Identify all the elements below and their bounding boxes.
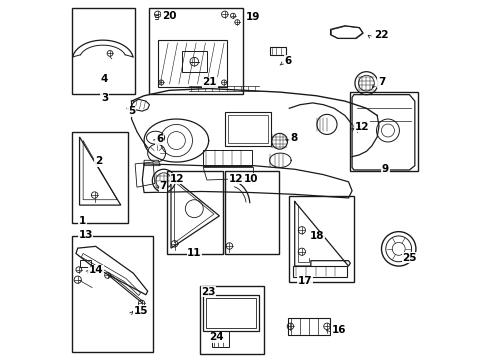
Bar	[72, 8, 135, 94]
Text: 8: 8	[290, 133, 297, 143]
Bar	[203, 149, 251, 166]
Text: 9: 9	[381, 164, 388, 174]
Text: 12: 12	[170, 174, 184, 184]
Bar	[80, 260, 91, 267]
Text: 7: 7	[159, 181, 166, 191]
Text: 17: 17	[297, 276, 311, 286]
Bar	[349, 92, 418, 171]
Text: 21: 21	[202, 77, 217, 87]
Text: 1: 1	[79, 216, 86, 226]
Bar	[203, 295, 258, 330]
Bar	[72, 235, 153, 352]
Text: 5: 5	[128, 106, 135, 116]
Text: 13: 13	[78, 230, 93, 240]
Bar	[211, 330, 229, 347]
Text: 16: 16	[331, 325, 346, 335]
Bar	[224, 171, 278, 253]
Bar	[292, 266, 346, 277]
Bar	[158, 40, 226, 87]
Bar	[149, 8, 242, 94]
Text: 25: 25	[402, 253, 416, 263]
Text: 3: 3	[101, 93, 108, 103]
Text: 14: 14	[88, 265, 103, 275]
Bar	[199, 286, 264, 354]
Text: 23: 23	[201, 287, 216, 297]
Text: 20: 20	[162, 11, 176, 21]
Bar	[270, 47, 286, 55]
Text: 12: 12	[228, 174, 243, 184]
Bar	[228, 115, 267, 143]
Bar	[289, 196, 353, 282]
Text: 4: 4	[101, 73, 108, 84]
Text: 6: 6	[284, 55, 291, 66]
Text: 15: 15	[133, 306, 147, 316]
Bar	[167, 171, 223, 253]
Text: 6: 6	[156, 135, 163, 144]
Text: 18: 18	[309, 231, 324, 241]
Text: 12: 12	[354, 122, 368, 132]
Text: 19: 19	[245, 12, 260, 22]
Text: 22: 22	[373, 30, 388, 40]
Text: 10: 10	[244, 174, 258, 184]
Bar	[182, 51, 206, 72]
Bar	[206, 298, 255, 328]
Bar	[224, 112, 271, 146]
Text: 2: 2	[95, 156, 102, 166]
Text: 24: 24	[209, 332, 224, 342]
Bar	[72, 132, 128, 223]
Text: 11: 11	[187, 248, 201, 258]
Text: 7: 7	[377, 77, 385, 87]
Bar	[287, 318, 329, 335]
